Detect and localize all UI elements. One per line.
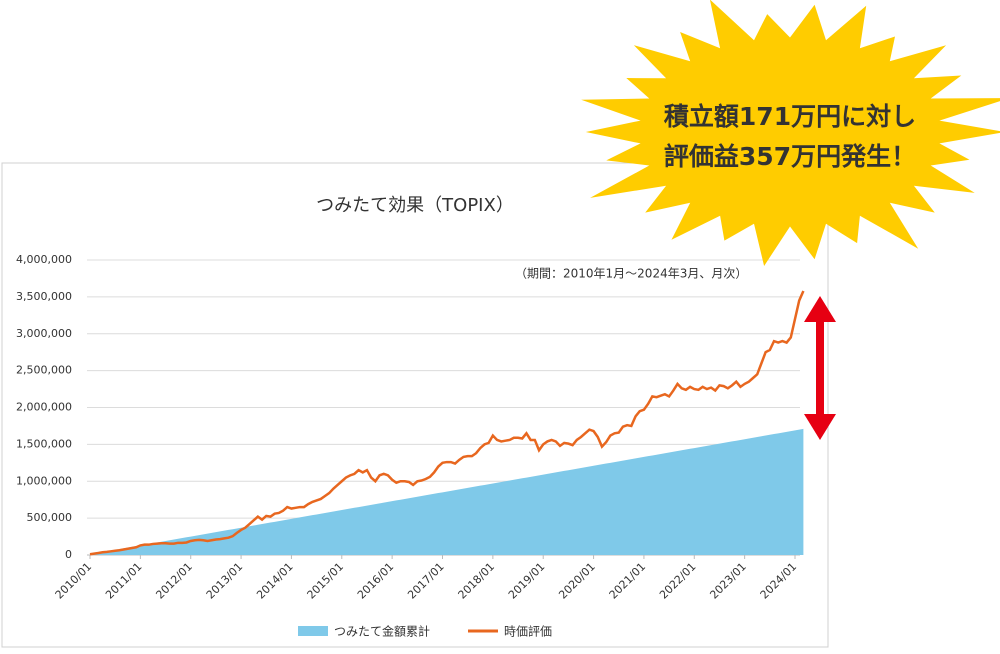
y-tick-label: 2,000,000	[16, 401, 72, 414]
chart-title: つみたて効果（TOPIX）	[316, 195, 514, 216]
arrow-head	[804, 296, 836, 322]
y-tick-label: 3,000,000	[16, 327, 72, 340]
legend-label: 時価評価	[504, 624, 552, 639]
area	[90, 428, 804, 555]
y-tick-label: 1,500,000	[16, 437, 72, 450]
y-tick-label: 3,500,000	[16, 290, 72, 303]
period-note: （期間：2010年1月～2024年3月、月次）	[515, 267, 747, 281]
callout-line: 積立額171万円に対し	[664, 102, 916, 131]
y-tick-label: 4,000,000	[16, 253, 72, 266]
legend-label: つみたて金額累計	[334, 624, 430, 639]
starburst	[581, 0, 1000, 266]
line	[89, 290, 805, 556]
y-tick-label: 1,000,000	[16, 474, 72, 487]
callout-line: 評価益357万円発生！	[664, 142, 916, 171]
arrow-head	[804, 414, 836, 440]
y-tick-label: 2,500,000	[16, 364, 72, 377]
arrow-shaft	[816, 318, 824, 418]
y-tick-label: 0	[65, 548, 72, 561]
legend-swatch	[298, 626, 328, 636]
range-arrow	[804, 296, 836, 440]
chart-frame	[1, 162, 829, 648]
y-tick-label: 500,000	[27, 511, 73, 524]
